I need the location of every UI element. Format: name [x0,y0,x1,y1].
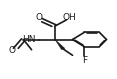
Text: O: O [35,13,42,22]
Text: F: F [82,56,87,65]
Text: HN: HN [22,35,36,44]
Polygon shape [55,40,65,50]
Text: OH: OH [63,13,77,22]
Text: O: O [8,46,15,55]
